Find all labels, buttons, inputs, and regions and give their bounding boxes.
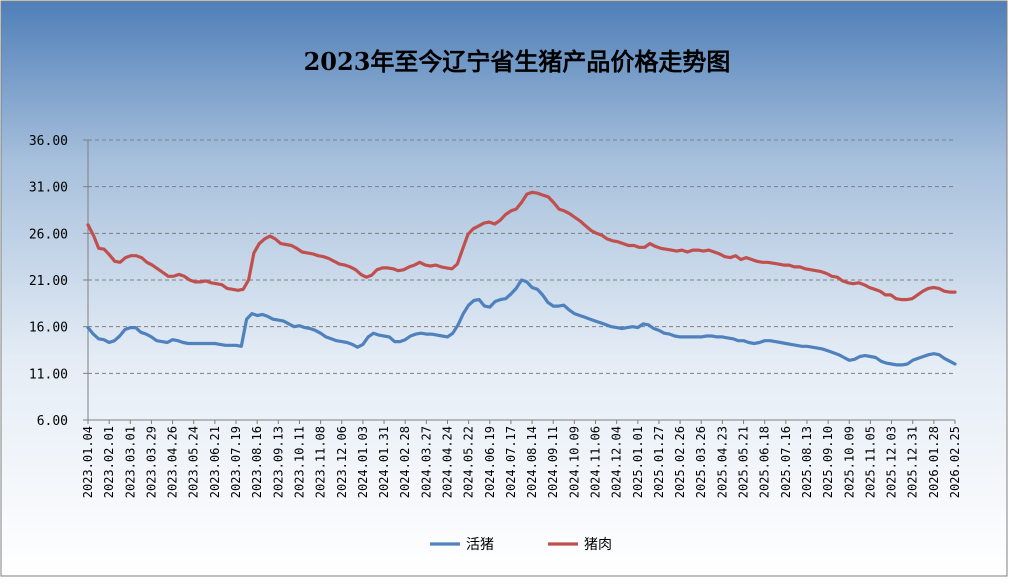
x-tick-label: 2023.03.01: [123, 426, 137, 498]
x-tick-label: 2024.07.17: [504, 426, 518, 498]
x-tick-label: 2025.05.21: [737, 426, 751, 498]
series-lines: [86, 190, 957, 367]
x-tick-label: 2025.08.13: [800, 426, 814, 498]
legend: 活猪 猪肉: [430, 537, 612, 553]
x-tick-label: 2023.01.04: [81, 426, 95, 498]
y-tick-label: 11.00: [29, 367, 68, 382]
x-tick-label: 2024.05.22: [462, 426, 476, 498]
x-tick-label: 2023.02.01: [102, 426, 116, 498]
x-tick-label: 2025.12.03: [885, 426, 899, 498]
x-tick-label: 2023.10.11: [292, 426, 306, 498]
x-axis-ticks: 2023.01.04 2023.02.01 2023.03.01 2023.03.29…: [81, 420, 962, 498]
gridlines: [88, 139, 955, 374]
y-tick-label: 26.00: [29, 227, 68, 242]
x-tick-label: 2024.01.31: [377, 426, 391, 498]
y-tick-label: 36.00: [29, 134, 68, 149]
x-tick-label: 2024.11.06: [589, 426, 603, 498]
x-tick-label: 2025.01.01: [631, 426, 645, 498]
x-tick-label: 2025.11.05: [863, 426, 877, 498]
x-tick-label: 2023.11.08: [314, 426, 328, 498]
x-tick-label: 2024.12.04: [610, 426, 624, 498]
x-tick-label: 2024.02.28: [398, 426, 412, 498]
y-axis-ticks: 36.00 31.00 26.00 21.00 16.00 11.00 6.00: [29, 134, 88, 429]
x-tick-label: 2023.08.16: [250, 426, 264, 498]
x-tick-label: 2023.09.13: [271, 426, 285, 498]
x-tick-label: 2023.03.29: [144, 426, 158, 498]
x-tick-label: 2025.09.10: [821, 426, 835, 498]
x-tick-label: 2023.07.19: [229, 426, 243, 498]
x-tick-label: 2023.04.26: [166, 426, 180, 498]
y-tick-label: 21.00: [29, 274, 68, 289]
x-tick-label: 2023.06.21: [208, 426, 222, 498]
x-tick-label: 2024.03.27: [419, 426, 433, 498]
x-tick-label: 2025.03.26: [694, 426, 708, 498]
legend-label: 活猪: [466, 537, 494, 553]
x-tick-label: 2025.10.09: [842, 426, 856, 498]
series-line-0: [86, 278, 957, 367]
y-tick-label: 16.00: [29, 321, 68, 336]
x-tick-label: 2025.06.18: [758, 426, 772, 498]
x-tick-label: 2025.07.16: [779, 426, 793, 498]
series-line-1: [86, 190, 957, 302]
x-tick-label: 2025.12.31: [906, 426, 920, 498]
y-tick-label: 31.00: [29, 181, 68, 196]
x-tick-label: 2026.02.25: [948, 426, 962, 498]
x-tick-label: 2026.01.28: [927, 426, 941, 498]
x-tick-label: 2025.02.26: [673, 426, 687, 498]
y-tick-label: 6.00: [37, 414, 68, 429]
chart-title: 2023年至今辽宁省生猪产品价格走势图: [304, 47, 731, 76]
x-tick-label: 2025.01.27: [652, 426, 666, 498]
x-tick-label: 2024.06.19: [483, 426, 497, 498]
legend-label: 猪肉: [584, 537, 612, 553]
x-tick-label: 2024.09.11: [546, 426, 560, 498]
x-tick-label: 2024.10.09: [567, 426, 581, 498]
x-tick-label: 2024.08.14: [525, 426, 539, 498]
x-tick-label: 2023.12.06: [335, 426, 349, 498]
x-tick-label: 2024.04.24: [440, 426, 454, 498]
x-tick-label: 2025.04.23: [715, 426, 729, 498]
x-tick-label: 2023.05.24: [187, 426, 201, 498]
x-tick-label: 2024.01.03: [356, 426, 370, 498]
